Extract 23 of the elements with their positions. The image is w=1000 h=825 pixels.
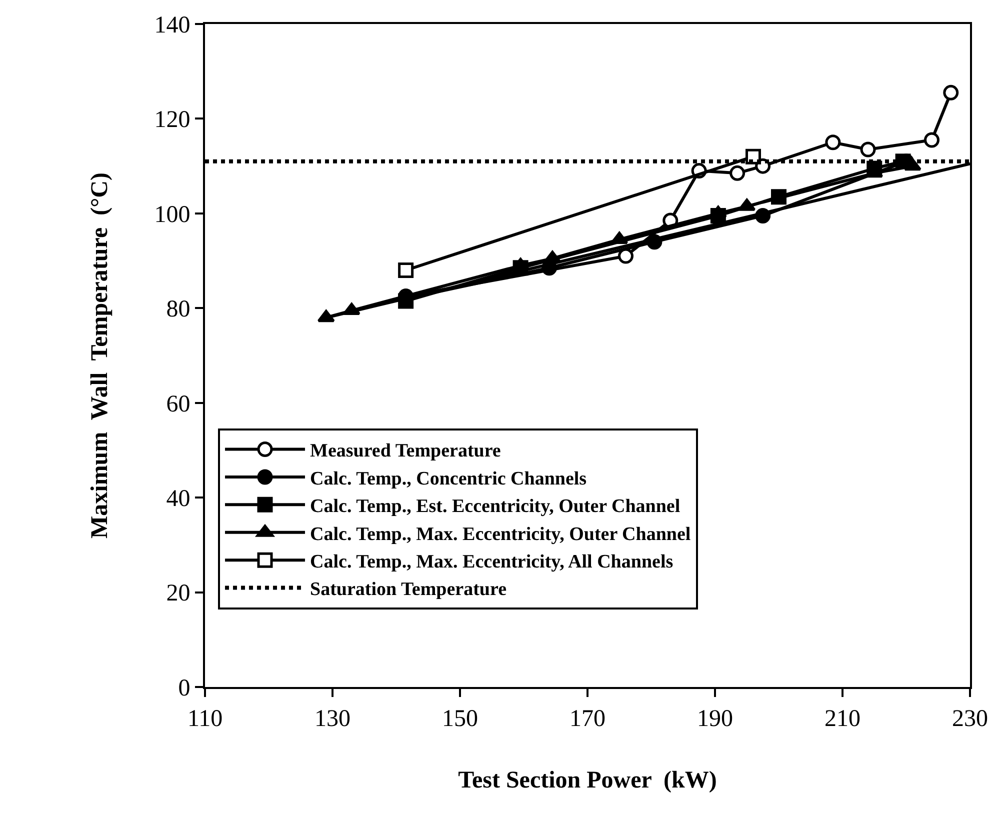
y-tick-label: 20 xyxy=(166,580,190,607)
x-tick-label: 110 xyxy=(187,706,223,732)
x-tick-label: 210 xyxy=(824,706,860,732)
legend-label: Calc. Temp., Concentric Channels xyxy=(310,468,587,490)
x-tick-label: 130 xyxy=(314,706,350,732)
legend-label: Calc. Temp., Max. Eccentricity, All Channels xyxy=(310,551,674,572)
y-tick-label: 40 xyxy=(166,486,190,512)
legend-label: Calc. Temp., Max. Eccentricity, Outer Channel xyxy=(310,524,691,545)
legend-label: Calc. Temp., Est. Eccentricity, Outer Channel xyxy=(310,496,680,518)
y-tick-label: 120 xyxy=(154,107,190,134)
y-tick-label: 100 xyxy=(154,202,190,228)
y-axis-title: Maximum Wall Temperature (°C) xyxy=(86,172,113,539)
y-tick-label: 60 xyxy=(166,391,190,418)
legend-label: Measured Temperature xyxy=(310,440,501,462)
x-tick-label: 150 xyxy=(442,706,478,732)
y-tick-label: 0 xyxy=(178,675,190,702)
x-tick-label: 170 xyxy=(570,706,606,732)
x-tick-label: 230 xyxy=(952,706,988,732)
x-axis-title: Test Section Power (kW) xyxy=(458,768,717,794)
legend-label: Saturation Temperature xyxy=(310,579,507,600)
y-tick-label: 140 xyxy=(154,12,190,38)
y-tick-label: 80 xyxy=(166,296,190,323)
x-tick-label: 190 xyxy=(697,706,733,732)
